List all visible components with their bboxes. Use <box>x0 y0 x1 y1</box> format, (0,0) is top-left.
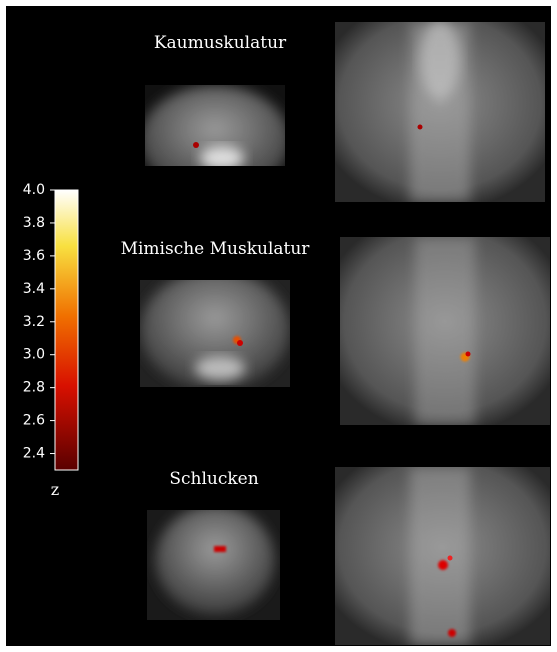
figure: Kaumuskulatur Mimische Muskulatur Schluc… <box>0 0 557 652</box>
tick-label: 2.8 <box>23 380 45 396</box>
colorbar-label: z <box>51 480 59 499</box>
tick-label: 4.0 <box>23 182 45 198</box>
activation <box>438 560 448 570</box>
tick-label: 3.8 <box>23 215 45 231</box>
tick-label: 2.6 <box>23 413 45 429</box>
panel-title: Kaumuskulatur <box>154 33 287 53</box>
tick-label: 3.0 <box>23 347 45 363</box>
activation <box>237 340 243 346</box>
panel-title: Mimische Muskulatur <box>121 239 311 259</box>
activation <box>466 352 471 357</box>
activation <box>418 125 423 130</box>
activation <box>448 556 453 561</box>
tick-label: 3.6 <box>23 248 45 264</box>
tick-label: 3.2 <box>23 314 45 330</box>
panel-title: Schlucken <box>169 469 258 489</box>
tick-label: 2.4 <box>23 446 45 462</box>
activation <box>193 142 199 148</box>
activation <box>448 629 456 637</box>
activation <box>214 546 226 552</box>
tick-label: 3.4 <box>23 281 45 297</box>
colorbar <box>55 190 78 470</box>
